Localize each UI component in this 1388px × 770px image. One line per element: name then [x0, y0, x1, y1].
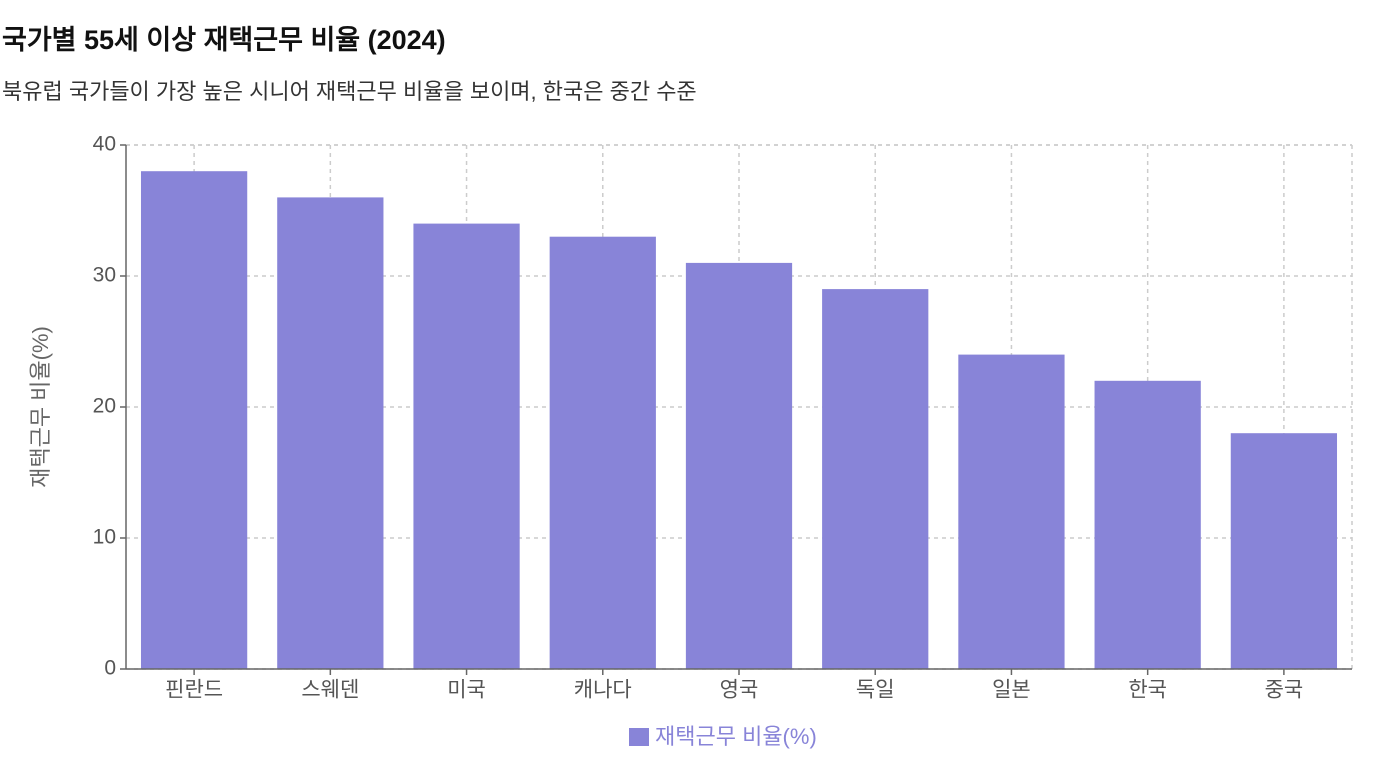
x-tick-label: 핀란드 — [165, 679, 223, 702]
x-tick-label: 스웨덴 — [301, 679, 359, 702]
chart-subtitle: 북유럽 국가들이 가장 높은 시니어 재택근무 비율을 보이며, 한국은 중간 … — [2, 79, 697, 104]
y-tick-label: 30 — [93, 264, 116, 287]
x-tick-label: 독일 — [856, 679, 895, 702]
bar — [822, 289, 929, 669]
x-tick-label: 한국 — [1128, 679, 1167, 702]
x-tick-label: 미국 — [447, 679, 486, 702]
x-tick-label: 중국 — [1265, 679, 1304, 702]
legend-label: 재택근무 비율(%) — [655, 724, 817, 749]
bar — [1094, 380, 1201, 669]
y-tick-label: 0 — [104, 657, 116, 680]
bar — [685, 262, 793, 669]
y-tick-label: 20 — [93, 395, 116, 418]
x-tick-label: 영국 — [720, 679, 759, 702]
bar — [958, 354, 1065, 669]
bar — [549, 236, 656, 669]
legend-swatch — [629, 728, 649, 746]
bar — [140, 171, 248, 669]
chart-title: 국가별 55세 이상 재택근무 비율 (2024) — [2, 25, 446, 55]
y-tick-label: 10 — [93, 526, 116, 549]
x-tick-label: 캐나다 — [574, 679, 632, 702]
bar — [413, 223, 520, 669]
bar — [277, 197, 384, 669]
y-tick-label: 40 — [93, 133, 116, 156]
y-axis-label: 재택근무 비율(%) — [28, 326, 53, 488]
x-tick-label: 일본 — [992, 679, 1031, 702]
bar — [1230, 433, 1338, 669]
